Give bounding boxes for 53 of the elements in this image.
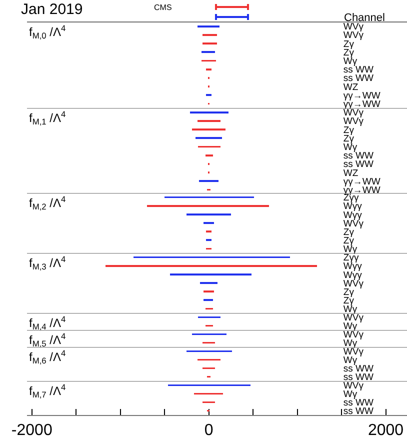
y-tick-label: Zγ	[343, 124, 354, 136]
y-tick-label: Zγ	[343, 47, 354, 58]
y-tick-label: ss WW	[343, 406, 374, 418]
y-axis-title: Channel	[344, 12, 385, 24]
y-tick-label: γγ→WW	[343, 176, 380, 187]
text: Jan 2019	[21, 1, 83, 18]
y-tick-label: Wγ	[343, 354, 358, 366]
y-tick-label: Wγγ	[343, 210, 362, 221]
y-tick-label: Wγγ	[343, 270, 362, 281]
y-tick-label: Zγγ	[343, 192, 359, 204]
y-tick-label: Wγ	[343, 304, 358, 315]
y-tick-label: ss WW	[343, 64, 374, 76]
y-tick-label: Zγ	[343, 286, 354, 298]
y-tick-label: Zγ	[343, 226, 354, 238]
y-tick-label: ss WW	[343, 372, 374, 383]
chart-title: f$_{M,7}$ /Λ$^{4}$	[29, 382, 66, 400]
chart-title: f$_{M,5}$ /Λ$^{4}$	[29, 330, 66, 348]
chart-title: f$_{M,4}$ /Λ$^{4}$	[29, 314, 66, 332]
chart-title: f$_{M,0}$ /Λ$^{4}$	[29, 23, 66, 41]
y-tick-label: Zγ	[343, 235, 354, 246]
y-tick-label: WVγ	[343, 116, 364, 127]
chart-title: f$_{M,1}$ /Λ$^{4}$	[29, 108, 66, 126]
y-tick-label: Wγ	[343, 56, 358, 68]
chart-title: f$_{M,2}$ /Λ$^{4}$	[29, 194, 66, 212]
y-tick-label: Zγ	[343, 295, 354, 306]
y-tick-label: Wγ	[343, 389, 358, 400]
x-tick-label: 0	[204, 422, 214, 440]
y-tick-label: Wγγ	[343, 261, 362, 272]
y-tick-label: Wγ	[343, 142, 358, 153]
x-tick-label: 2000	[368, 422, 404, 440]
y-tick-label: ss WW	[343, 73, 374, 84]
y-tick-label: WVγ	[343, 329, 364, 340]
y-tick-label: WVγ	[343, 30, 364, 42]
y-tick-label: ss WW	[343, 363, 374, 374]
y-tick-label: WVγ	[343, 380, 364, 392]
text: CMS	[154, 3, 172, 12]
y-tick-label: Wγ	[343, 320, 358, 332]
y-tick-label: ss WW	[343, 158, 374, 170]
y-tick-label: WZ	[343, 82, 358, 93]
y-tick-label: γγ→WW	[343, 90, 380, 102]
y-tick-label: Wγγ	[343, 201, 362, 212]
y-tick-label: WVγ	[343, 22, 364, 33]
y-tick-label: WVγ	[343, 346, 364, 358]
y-tick-label: γγ→WW	[343, 99, 380, 110]
chart-title: f$_{M,3}$ /Λ$^{4}$	[29, 254, 66, 272]
x-tick-label: -2000	[11, 422, 52, 440]
y-tick-label: ss WW	[343, 150, 374, 162]
y-tick-label: WVγ	[343, 312, 364, 324]
chart-title: f$_{M,6}$ /Λ$^{4}$	[29, 348, 66, 366]
y-tick-label: Wγ	[343, 338, 358, 349]
y-tick-label: ss WW	[343, 398, 374, 409]
y-tick-label: WZ	[343, 167, 358, 178]
y-tick-label: Zγ	[343, 38, 354, 50]
